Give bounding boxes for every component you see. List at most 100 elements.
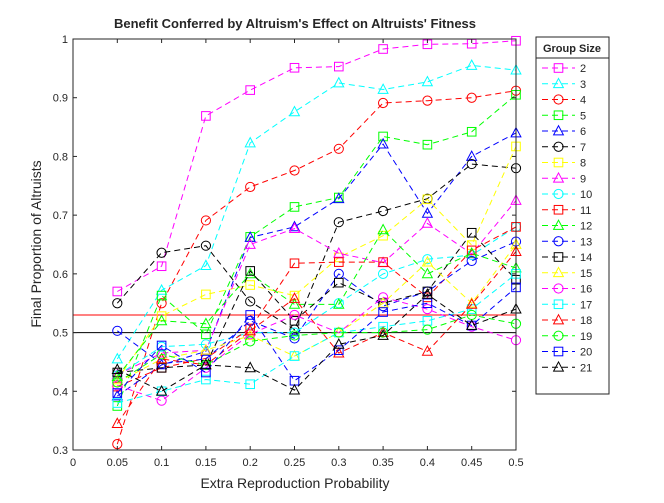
- data-point: [378, 97, 389, 109]
- data-point: [201, 367, 211, 378]
- data-point: [466, 92, 477, 103]
- data-point: [465, 59, 478, 70]
- data-point: [288, 222, 301, 234]
- data-point: [112, 298, 123, 309]
- data-point: [288, 383, 301, 395]
- data-point: [200, 317, 212, 329]
- data-point: [378, 307, 388, 317]
- data-point: [421, 344, 434, 356]
- legend-item-6: 6: [542, 124, 586, 138]
- x-tick-label: 0.1: [154, 457, 169, 469]
- y-tick-label: 1: [62, 34, 68, 46]
- legend-item-13: 13: [542, 236, 592, 248]
- data-point: [378, 44, 388, 54]
- legend-label: 21: [580, 362, 592, 374]
- legend: Group Size 23456789101112131415161718192…: [535, 36, 610, 395]
- data-point: [377, 326, 389, 337]
- data-point: [112, 286, 123, 297]
- data-point: [288, 298, 301, 309]
- data-point: [156, 247, 167, 258]
- series-line: [117, 40, 517, 292]
- legend-item-11: 11: [542, 205, 591, 217]
- data-point: [112, 380, 123, 391]
- legend-marker: [552, 313, 565, 325]
- legend-item-19: 19: [542, 330, 592, 343]
- legend-item-10: 10: [542, 188, 592, 201]
- legend-marker: [553, 63, 564, 73]
- legend-item-17: 17: [542, 299, 592, 311]
- chart-title: Benefit Conferred by Altruism's Effect o…: [114, 16, 476, 31]
- data-point: [200, 259, 212, 271]
- data-point: [466, 245, 477, 256]
- data-point: [378, 268, 389, 279]
- legend-marker: [552, 360, 565, 372]
- legend-label: 9: [580, 173, 586, 185]
- data-point: [289, 316, 300, 326]
- x-tick-label: 0.05: [107, 457, 128, 469]
- data-point: [333, 327, 344, 338]
- data-point: [200, 240, 211, 251]
- data-point: [245, 181, 256, 193]
- series-line: [116, 287, 517, 394]
- data-point: [465, 246, 478, 258]
- x-axis-label: Extra Reproduction Probability: [200, 475, 389, 491]
- data-point: [288, 105, 301, 117]
- x-tick-label: 0.3: [331, 457, 346, 469]
- data-point: [155, 384, 168, 396]
- data-point: [245, 266, 255, 276]
- data-point: [421, 75, 434, 87]
- data-point: [201, 289, 211, 300]
- x-tick-label: 0.4: [420, 457, 435, 469]
- data-point: [289, 330, 300, 341]
- series-2: [112, 35, 521, 297]
- data-point: [245, 280, 255, 290]
- x-tick-label: 0.35: [372, 457, 393, 469]
- data-point: [422, 286, 433, 297]
- legend-item-5: 5: [542, 110, 586, 122]
- data-point: [334, 257, 344, 267]
- data-point: [378, 230, 388, 241]
- y-tick-label: 0.6: [53, 269, 68, 281]
- legend-item-8: 8: [542, 158, 586, 170]
- series-line: [117, 200, 517, 376]
- data-point: [465, 296, 478, 308]
- y-tick-label: 0.8: [53, 151, 68, 163]
- data-point: [289, 62, 300, 73]
- data-point: [156, 261, 167, 272]
- data-point: [244, 136, 256, 148]
- legend-marker: [552, 77, 565, 89]
- series-line: [116, 163, 517, 331]
- y-axis-label: Final Proportion of Altruists: [28, 160, 44, 327]
- data-point: [466, 158, 477, 170]
- data-point: [156, 363, 167, 373]
- data-point: [422, 194, 433, 205]
- legend-marker: [552, 124, 565, 136]
- data-point: [465, 298, 478, 309]
- legend-item-7: 7: [542, 141, 586, 154]
- legend-label: 13: [580, 236, 592, 248]
- legend-item-9: 9: [542, 171, 586, 185]
- data-point: [465, 150, 478, 161]
- y-tick-label: 0.7: [53, 210, 68, 222]
- x-tick-label: 0.5: [508, 457, 523, 469]
- data-point: [155, 314, 168, 326]
- legend-marker: [553, 188, 564, 200]
- data-point: [111, 363, 124, 374]
- legend-label: 7: [580, 142, 586, 154]
- legend-label: 15: [580, 268, 592, 280]
- legend-item-21: 21: [542, 360, 592, 374]
- legend-marker: [552, 171, 565, 183]
- legend-marker: [553, 236, 564, 247]
- series-line: [117, 132, 517, 397]
- legend-marker: [553, 94, 564, 105]
- data-point: [422, 95, 433, 106]
- legend-item-3: 3: [542, 77, 586, 91]
- legend-marker: [553, 204, 564, 215]
- x-tick-label: 0.2: [243, 457, 258, 469]
- data-point: [289, 165, 300, 176]
- data-point: [289, 351, 300, 361]
- data-point: [333, 346, 345, 358]
- legend-label: 18: [580, 315, 592, 327]
- legend-item-18: 18: [542, 313, 592, 327]
